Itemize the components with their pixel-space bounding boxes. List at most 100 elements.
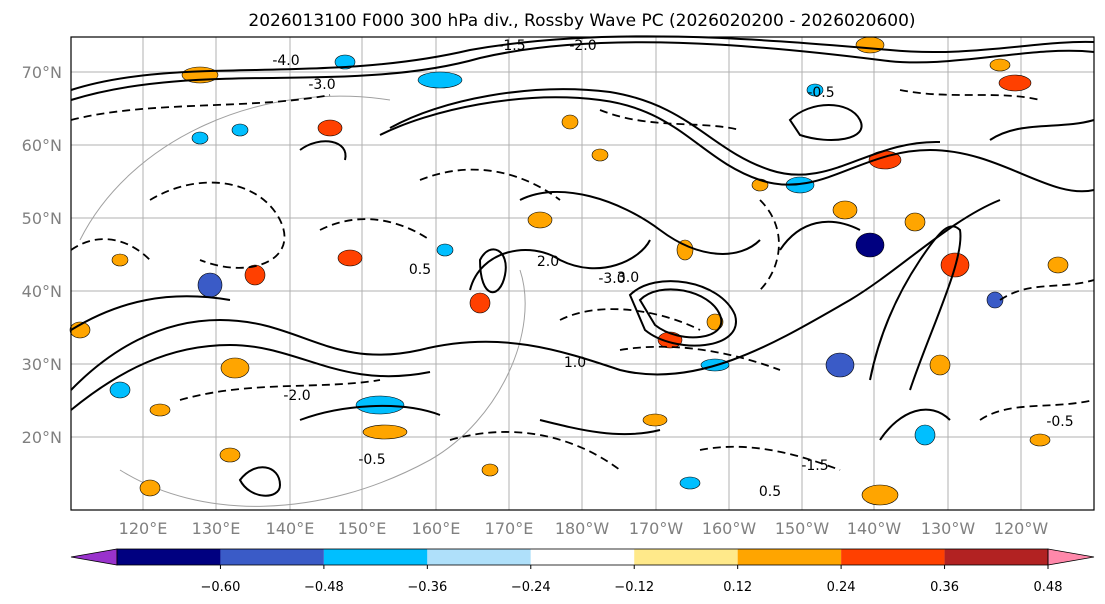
lon-label: 130°W [921,519,976,538]
shaded-patch [219,447,241,463]
map-frame [70,36,1095,511]
contour-label: 2.0 [537,254,559,270]
negative-contour [70,94,331,121]
lat-label: 40°N [22,282,62,301]
lon-label: 150°W [775,519,830,538]
figure-title: 2026013100 F000 300 hPa div., Rossby Wav… [248,11,915,31]
positive-contour [989,119,1095,141]
shaded-patch [998,74,1032,92]
negative-contour [70,238,151,261]
contour-label: -4.0 [272,53,299,69]
colorbar-segment [530,549,635,565]
lon-label: 150°E [338,519,387,538]
contour-label: -1.5 [801,458,828,474]
contour-label: 1.0 [564,355,586,371]
positive-contour [478,248,507,294]
latitude-labels: 70°N 60°N 50°N 40°N 30°N 20°N [22,63,62,447]
colorbar-segment [634,549,738,565]
colorbar-segment [944,549,1048,565]
colorbar-tick-label: 0.24 [827,580,856,595]
positive-contour [788,104,863,141]
positive-contour [879,408,951,441]
contour-label: -1.5 [498,38,525,54]
lon-label: 160°E [412,519,461,538]
shaded-patch [986,291,1004,309]
colorbar-segment [841,549,945,565]
shaded-patch [1029,433,1051,447]
lon-label: 170°W [629,519,684,538]
shaded-patch [914,424,936,446]
shaded-patch [417,71,463,89]
positive-contour [238,466,282,497]
shaded-patch [527,211,553,229]
positive-contour [519,191,761,255]
shaded-patch [436,243,454,257]
contour-label: -3.0 [598,271,625,287]
lon-label: 140°W [847,519,902,538]
contour-label: -0.5 [807,85,834,101]
shaded-patch [469,292,491,314]
colorbar-tick-label: −0.24 [511,580,551,595]
background-arc [119,269,526,507]
shaded-patch [220,357,250,379]
negative-contour [979,399,1095,421]
shaded-patch [244,264,266,286]
shaded-patch [861,484,899,506]
negative-contour [699,445,841,471]
shaded-patch [825,352,855,378]
lon-label: 130°E [192,519,241,538]
negative-contour [319,218,431,241]
contour-labels: -4.0 -3.0 -3.0 -2.0 -2.0 -1.5 -1.5 -0.5 -0.5 -0.5… [272,38,1073,500]
shaded-patch [317,119,343,137]
shaded-patch [679,476,701,490]
negative-contour [759,199,780,291]
longitude-labels: 120°E 130°E 140°E 150°E 160°E 170°E 180°W 170°W… [119,519,1049,538]
shaded-patch [929,354,951,376]
colorbar-segment [737,549,842,565]
negative-contour [899,89,1041,101]
colorbar-tick-label: −0.60 [201,580,241,595]
shaded-patch [989,58,1011,72]
lat-label: 50°N [22,209,62,228]
shaded-patch [1047,256,1069,274]
contour-label: -0.5 [1046,414,1073,430]
shaded-patch [591,148,609,162]
colorbar-segment [117,549,221,565]
shaded-patch [362,424,408,440]
background-arc [79,95,391,241]
colorbar-tick-label: −0.48 [304,580,344,595]
positive-contour [70,295,231,331]
lon-label: 120°W [994,519,1049,538]
shaded-patch [109,381,131,399]
shaded-patch [337,249,363,267]
graticule [71,37,1094,510]
colorbar-segment [427,549,531,565]
colorbar-tick-label: 0.36 [930,580,959,595]
shaded-patch [481,463,499,477]
positive-contour [628,280,737,347]
shaded-patch [855,232,885,258]
lon-label: 170°E [485,519,534,538]
negative-contour [149,181,286,269]
positive-contour [779,220,861,251]
positive-contour [299,140,347,161]
negative-contour [619,345,781,371]
colorbar-extend-min [70,548,118,566]
colorbar-segment [220,549,324,565]
lat-label: 20°N [22,428,62,447]
contour-label: -0.5 [358,452,385,468]
lon-label: 140°E [266,519,315,538]
shaded-patch [676,239,694,261]
shaded-patch [806,83,824,97]
contour-label: -3.0 [308,77,335,93]
lon-label: 160°W [702,519,757,538]
negative-contour [179,379,381,401]
shaded-patch [149,403,171,417]
colorbar-tick-label: 0.12 [723,580,752,595]
contour-label: 3.0 [617,270,639,286]
negative-contour [449,431,621,471]
colorbar-segment [323,549,428,565]
positive-contour [70,41,1095,101]
positive-contour [469,239,651,291]
